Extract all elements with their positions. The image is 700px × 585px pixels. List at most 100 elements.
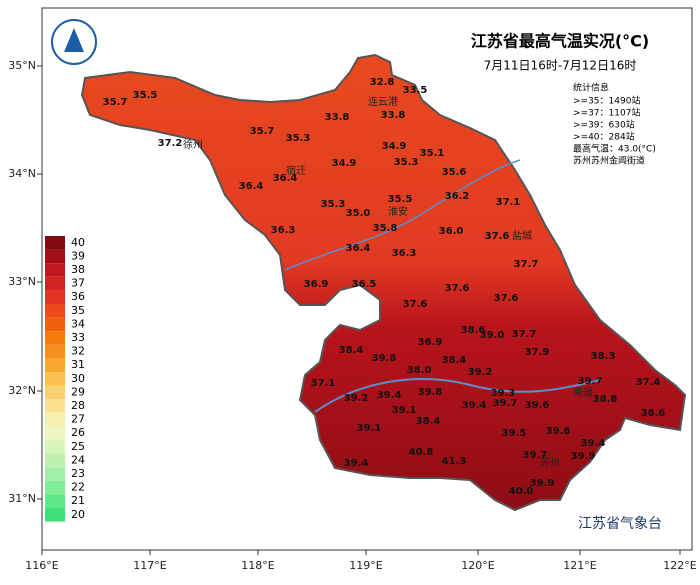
station-value: 39.7	[578, 376, 603, 387]
station-value: 39.6	[525, 400, 550, 411]
station-value: 39.7	[523, 450, 548, 461]
lon-label: 117°E	[133, 559, 166, 572]
station-value: 36.4	[273, 173, 298, 184]
legend-label: 38	[71, 263, 85, 276]
legend-label: 20	[71, 508, 85, 521]
station-value: 39.8	[418, 387, 443, 398]
station-value: 39.8	[546, 426, 571, 437]
lat-label: 33°N	[8, 275, 36, 288]
station-value: 33.5	[403, 85, 428, 96]
station-value: 39.9	[530, 478, 555, 489]
station-value: 34.9	[332, 158, 357, 169]
legend-label: 23	[71, 467, 85, 480]
legend-swatch	[45, 440, 65, 454]
legend-swatch	[45, 399, 65, 413]
station-value: 35.7	[250, 126, 275, 137]
station-value: 39.8	[372, 353, 397, 364]
station-value: 35.3	[394, 157, 419, 168]
lon-label: 122°E	[663, 559, 696, 572]
legend-swatch	[45, 249, 65, 264]
station-value: 38.3	[591, 351, 616, 362]
station-value: 35.5	[388, 194, 413, 205]
station-value: 38.6	[641, 408, 666, 419]
station-value: 38.4	[442, 355, 467, 366]
station-value: 39.2	[344, 393, 369, 404]
legend-label: 26	[71, 426, 85, 439]
legend-swatch	[45, 236, 65, 250]
station-value: 39.4	[581, 438, 606, 449]
station-value: 40.0	[509, 486, 534, 497]
station-value: 35.6	[442, 167, 467, 178]
legend-label: 34	[71, 317, 85, 330]
city-name: 徐州	[183, 138, 203, 151]
station-value: 37.4	[636, 377, 661, 388]
station-value: 36.9	[418, 337, 443, 348]
stats-line: >=35：1490站	[573, 95, 640, 107]
legend-label: 35	[71, 304, 85, 317]
legend-label: 27	[71, 413, 85, 426]
stats-heading: 统计信息	[573, 82, 609, 94]
station-value: 41.3	[442, 456, 467, 467]
station-value: 39.0	[480, 330, 505, 341]
stats-line: 最高气温：43.0(°C)	[573, 143, 656, 155]
station-value: 37.6	[445, 283, 470, 294]
stats-line: >=40：284站	[573, 131, 635, 143]
station-value: 39.2	[468, 367, 493, 378]
station-value: 37.6	[494, 293, 519, 304]
station-value: 38.6	[461, 325, 486, 336]
lon-label: 120°E	[461, 559, 494, 572]
river	[314, 378, 601, 413]
station-value: 39.4	[344, 458, 369, 469]
legend-swatch	[45, 480, 65, 495]
station-value: 36.3	[392, 248, 417, 259]
station-value: 37.1	[496, 197, 521, 208]
city-name: 南通	[573, 386, 593, 399]
legend-swatch	[45, 508, 65, 522]
station-value: 37.7	[512, 329, 537, 340]
lat-label: 35°N	[8, 59, 36, 72]
station-value: 39.3	[491, 388, 516, 399]
lat-label: 31°N	[8, 492, 36, 505]
station-value: 36.4	[346, 243, 371, 254]
station-value: 39.4	[377, 390, 402, 401]
legend-label: 21	[71, 494, 85, 507]
legend-swatch	[45, 426, 65, 440]
city-name: 盐城	[512, 229, 532, 242]
legend-label: 37	[71, 277, 85, 290]
station-value: 38.8	[593, 394, 618, 405]
station-value: 37.6	[403, 299, 428, 310]
legend-label: 24	[71, 453, 85, 466]
legend-label: 25	[71, 440, 85, 453]
legend-swatch	[45, 453, 65, 468]
station-value: 35.3	[321, 199, 346, 210]
legend-label: 36	[71, 290, 85, 303]
station-value: 39.7	[493, 398, 518, 409]
stats-line: >=39：630站	[573, 119, 635, 131]
station-value: 39.9	[571, 451, 596, 462]
station-value: 36.9	[304, 279, 329, 290]
lon-label: 118°E	[241, 559, 274, 572]
station-value: 36.5	[352, 279, 377, 290]
legend-swatch	[45, 412, 65, 427]
legend-swatch	[45, 263, 65, 277]
legend-label: 40	[71, 236, 85, 249]
station-value: 37.1	[311, 378, 336, 389]
title: 江苏省最高气温实况(°C)	[471, 32, 649, 51]
legend-label: 33	[71, 331, 85, 344]
station-value: 37.7	[514, 259, 539, 270]
station-value: 35.1	[420, 148, 445, 159]
legend-swatch	[45, 304, 65, 318]
station-value: 32.8	[370, 77, 395, 88]
station-value: 39.1	[357, 423, 382, 434]
footer: 江苏省气象台	[578, 516, 662, 532]
lon-label: 121°E	[563, 559, 596, 572]
stats-line: >=37：1107站	[573, 107, 640, 119]
city-name: 宿迁	[286, 164, 306, 177]
station-value: 34.9	[382, 141, 407, 152]
station-value: 37.9	[525, 347, 550, 358]
station-value: 35.3	[286, 133, 311, 144]
lat-label: 32°N	[8, 384, 36, 397]
station-value: 38.4	[416, 416, 441, 427]
